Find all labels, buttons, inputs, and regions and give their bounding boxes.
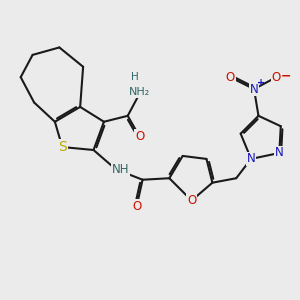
Text: O: O	[135, 130, 144, 143]
Text: N: N	[247, 152, 255, 165]
Text: N: N	[250, 82, 258, 96]
Text: NH: NH	[112, 163, 129, 176]
Text: O: O	[187, 194, 196, 207]
Text: O: O	[272, 71, 281, 84]
Text: S: S	[58, 140, 67, 154]
Text: +: +	[256, 78, 265, 88]
Text: O: O	[226, 71, 235, 84]
Text: NH₂: NH₂	[129, 87, 150, 97]
Text: O: O	[132, 200, 141, 213]
Text: H: H	[131, 72, 139, 82]
Text: −: −	[280, 69, 291, 82]
Text: N: N	[275, 146, 284, 160]
